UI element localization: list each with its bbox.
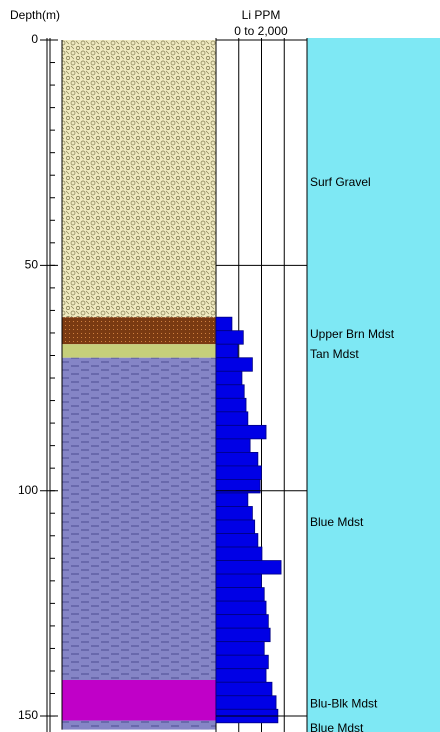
bar xyxy=(216,331,243,345)
bar xyxy=(216,358,252,372)
bar xyxy=(216,385,244,399)
bar xyxy=(216,520,255,534)
y-tick-label: 0 xyxy=(31,32,38,46)
bar xyxy=(216,344,238,358)
y-tick-label: 100 xyxy=(18,483,38,497)
bar xyxy=(216,547,262,561)
bar xyxy=(216,601,266,615)
bar xyxy=(216,642,264,656)
bar xyxy=(216,561,281,575)
y-tick-label: 150 xyxy=(18,708,38,722)
layer-label: Surf Gravel xyxy=(310,175,371,189)
bar xyxy=(216,439,250,453)
layer xyxy=(62,358,216,680)
bar xyxy=(216,412,248,426)
x-axis-title: Li PPM xyxy=(242,8,281,22)
y-tick-label: 50 xyxy=(25,258,39,272)
bar xyxy=(216,506,252,520)
layer-label: Blue Mdst xyxy=(310,515,364,529)
bar xyxy=(216,669,266,683)
bar xyxy=(216,628,270,642)
chart: Depth(m) Li PPM 0 to 2,000 Surf Gravel Up… xyxy=(0,0,440,732)
layer xyxy=(62,680,216,721)
layer xyxy=(62,40,216,317)
bar xyxy=(216,682,272,696)
layer-label: Blue Mdst xyxy=(310,721,364,732)
bar xyxy=(216,588,264,602)
layer xyxy=(62,317,216,344)
bar xyxy=(216,574,262,588)
layer xyxy=(62,344,216,358)
bar xyxy=(216,371,242,385)
layer-label: Tan Mdst xyxy=(310,347,359,361)
bar xyxy=(216,452,258,466)
bar xyxy=(216,655,268,669)
bar xyxy=(216,615,268,629)
layer-label: Blu-Blk Mdst xyxy=(310,696,378,710)
x-range-label: 0 to 2,000 xyxy=(234,24,288,38)
label-column xyxy=(307,38,440,732)
bar xyxy=(216,425,266,439)
bar xyxy=(216,466,262,480)
bar xyxy=(216,493,248,507)
layer-label: Upper Brn Mdst xyxy=(310,327,395,341)
y-axis-title: Depth(m) xyxy=(10,8,60,22)
bar xyxy=(216,534,258,548)
bar xyxy=(216,696,276,710)
bar xyxy=(216,398,246,412)
bar xyxy=(216,317,232,331)
layer xyxy=(62,721,216,730)
